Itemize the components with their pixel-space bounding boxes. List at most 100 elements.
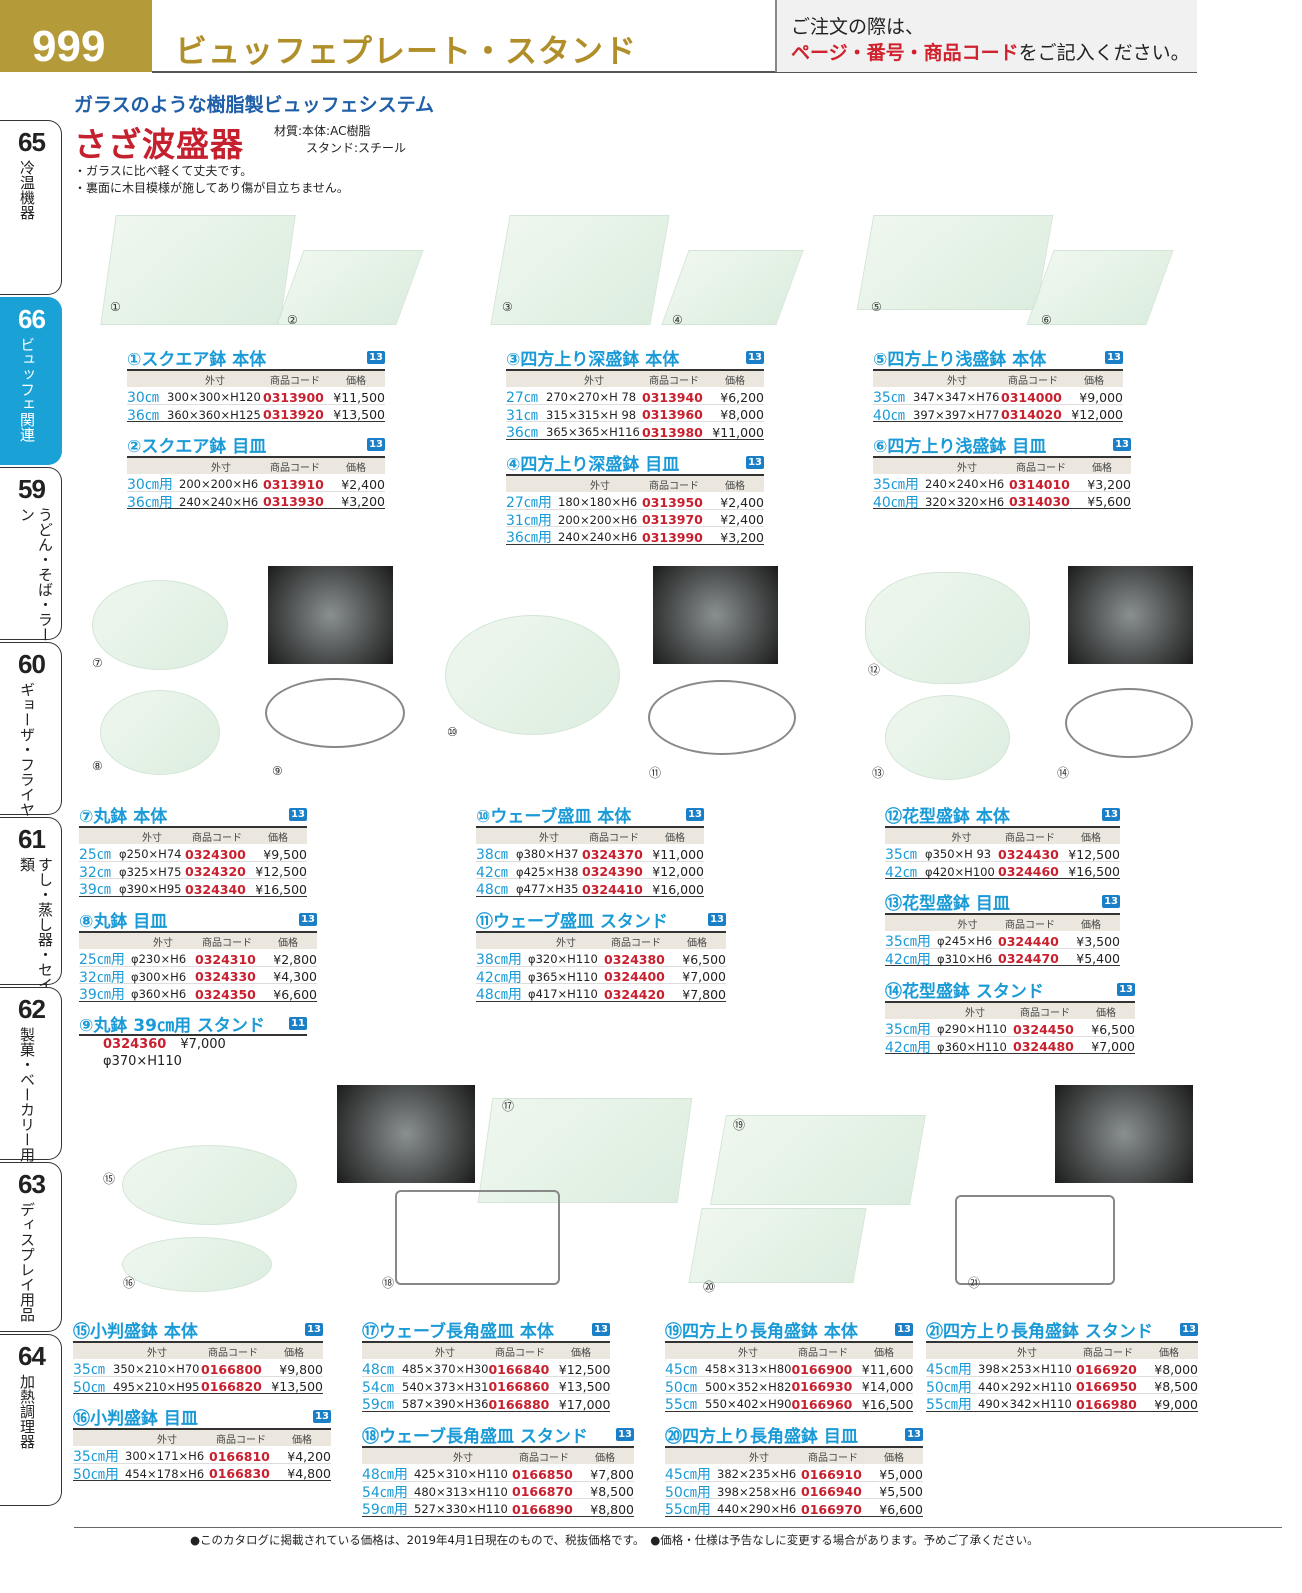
product-name: ⑭花型盛鉢 スタンド	[885, 981, 1044, 1002]
stand-image	[395, 1190, 560, 1285]
table-row: 35㎝ 350×210×H70 0166800 ¥9,800	[73, 1359, 323, 1378]
dimensions: 398×253×H110	[978, 1362, 1072, 1376]
table-row: 35㎝用 φ245×H6 0324440 ¥3,500	[885, 931, 1120, 950]
price: ¥4,800	[287, 1466, 331, 1481]
table-row: 36㎝用 240×240×H6 0313990 ¥3,200	[506, 527, 764, 546]
table-header: 外寸 商品コード 価格	[79, 931, 317, 949]
product-title: ⑫花型盛鉢 本体 13	[885, 802, 1120, 827]
header-dimensions: 外寸	[539, 832, 559, 844]
footer-divider	[74, 1527, 1282, 1528]
dimensions: φ250×H74	[119, 847, 182, 861]
header-code: 商品コード	[649, 375, 699, 387]
price: ¥2,400	[341, 476, 385, 492]
size: 45㎝	[665, 1362, 697, 1378]
size: 42㎝	[476, 864, 508, 881]
category-tab-60[interactable]: 60 ギョーザ・フライヤー	[0, 642, 62, 832]
size: 36㎝用	[127, 494, 173, 511]
table-row: 48㎝ φ477×H35 0324410 ¥16,000	[476, 879, 704, 898]
series-title: さざ波盛器	[74, 125, 244, 164]
product-code: 0324320	[185, 864, 246, 879]
product-code: 0324470	[998, 951, 1059, 966]
dimensions: 270×270×H 78	[546, 390, 637, 404]
product-title: ⑩ウェーブ盛皿 本体 13	[476, 802, 704, 827]
product-block: ③四方上り深盛鉢 本体 13 外寸 商品コード 価格 27㎝ 270×270×H 78 031…	[506, 345, 764, 441]
category-tab-64[interactable]: 64 加熱調理器	[0, 1334, 62, 1506]
product-code: 0314030	[1009, 494, 1070, 509]
category-tab-65[interactable]: 65 冷温機器	[0, 120, 62, 295]
product-code: 0166840	[488, 1361, 550, 1377]
header-price: 価格	[665, 832, 685, 844]
price: ¥2,400	[720, 494, 764, 510]
category-badge: 13	[592, 1322, 610, 1336]
category-badge: 13	[299, 912, 317, 926]
category-tab-62[interactable]: 62 製菓・ベーカリー用品	[0, 987, 62, 1177]
size: 30㎝	[127, 390, 159, 406]
image-number-label: ⑦	[92, 656, 103, 670]
price: ¥7,800	[682, 986, 726, 1002]
product-block: ⑦丸鉢 本体 13 外寸 商品コード 価格 25㎝ φ250×H74 0324300 ¥9,50…	[79, 802, 307, 898]
product-code: 0324480	[1013, 1039, 1074, 1054]
product-photo	[268, 566, 393, 664]
size: 32㎝用	[79, 969, 125, 986]
dimensions: φ420×H100	[925, 864, 995, 879]
category-tab-63[interactable]: 63 ディスプレイ用品	[0, 1162, 62, 1332]
size: 55㎝用	[665, 1502, 711, 1518]
price: ¥5,000	[879, 1466, 923, 1482]
product-title: ③四方上り深盛鉢 本体 13	[506, 345, 764, 370]
category-tab-61[interactable]: 61 すし・蒸し器・セイロ類	[0, 817, 62, 1007]
header-price: 価格	[346, 375, 366, 387]
price: ¥4,200	[287, 1448, 331, 1464]
product-block: ㉑四方上り長角盛鉢 スタンド 13 外寸 商品コード 価格 45㎝用 398×253×H11…	[926, 1317, 1198, 1413]
header-dimensions: 外寸	[965, 1007, 985, 1019]
size: 54㎝	[362, 1379, 394, 1396]
table-row: 30㎝用 200×200×H6 0313910 ¥2,400	[127, 474, 385, 493]
price: ¥9,000	[1079, 389, 1123, 405]
category-tab-66[interactable]: 66 ビュッフェ関連	[0, 297, 62, 465]
price: ¥12,000	[1071, 407, 1123, 422]
price: ¥16,500	[1068, 864, 1120, 879]
header-code: 商品コード	[270, 462, 320, 474]
product-name: ㉑四方上り長角盛鉢 スタンド	[926, 1321, 1153, 1342]
dimensions: 347×347×H76	[913, 390, 1000, 404]
category-badge: 13	[895, 1322, 913, 1336]
category-tab-59[interactable]: 59 うどん・そば・ラーメン	[0, 467, 62, 657]
table-row: 50㎝用 454×178×H6 0166830 ¥4,800	[73, 1464, 331, 1483]
price: ¥3,200	[1087, 476, 1131, 492]
price: ¥7,000	[180, 1037, 226, 1052]
product-block: ⑨丸鉢 39㎝用 スタンド 11 0324360 ¥7,000 φ370×H110	[79, 1012, 307, 1070]
price: ¥9,500	[263, 846, 307, 862]
product-name: ⑥四方上り浅盛鉢 目皿	[873, 436, 1047, 457]
product-title: ⑱ウェーブ長角盛皿 スタンド 13	[362, 1422, 634, 1447]
size: 42㎝用	[885, 951, 931, 968]
image-number-label: ④	[672, 313, 683, 327]
product-name: ⑯小判盛鉢 目皿	[73, 1408, 198, 1429]
tab-number: 59	[18, 474, 46, 504]
tab-label: ディスプレイ用品	[18, 1202, 36, 1322]
dimensions: 200×200×H6	[179, 477, 259, 491]
product-code: 0324360	[103, 1037, 167, 1052]
dimensions: 360×360×H125	[167, 407, 261, 422]
header-code: 商品コード	[202, 937, 252, 949]
header-dimensions: 外寸	[584, 375, 604, 387]
product-code: 0324430	[998, 846, 1059, 862]
tab-number: 65	[18, 127, 46, 157]
product-name: ⑬花型盛鉢 目皿	[885, 893, 1010, 914]
header-dimensions: 外寸	[738, 1347, 758, 1359]
product-block: ⑩ウェーブ盛皿 本体 13 外寸 商品コード 価格 38㎝ φ380×H37 0324370 ¥…	[476, 802, 704, 898]
tab-label: 加熱調理器	[18, 1374, 36, 1449]
product-code: 0324340	[185, 881, 246, 897]
dimensions: φ310×H6	[937, 951, 993, 966]
dimensions: 540×373×H31	[402, 1379, 489, 1394]
product-code: 0313990	[642, 529, 703, 545]
product-code: 0324450	[1013, 1021, 1074, 1037]
table-row: 42㎝ φ425×H38 0324390 ¥12,000	[476, 862, 704, 881]
price: ¥5,500	[879, 1484, 923, 1499]
header-code: 商品コード	[519, 1452, 569, 1464]
stand-image	[648, 680, 796, 755]
page-title: ビュッフェプレート・スタンド	[175, 32, 638, 70]
header-dimensions: 外寸	[157, 1434, 177, 1446]
dimensions: 240×240×H6	[558, 530, 638, 544]
price: ¥7,000	[682, 969, 726, 984]
price: ¥6,500	[1091, 1021, 1135, 1037]
tab-number: 66	[18, 304, 46, 334]
